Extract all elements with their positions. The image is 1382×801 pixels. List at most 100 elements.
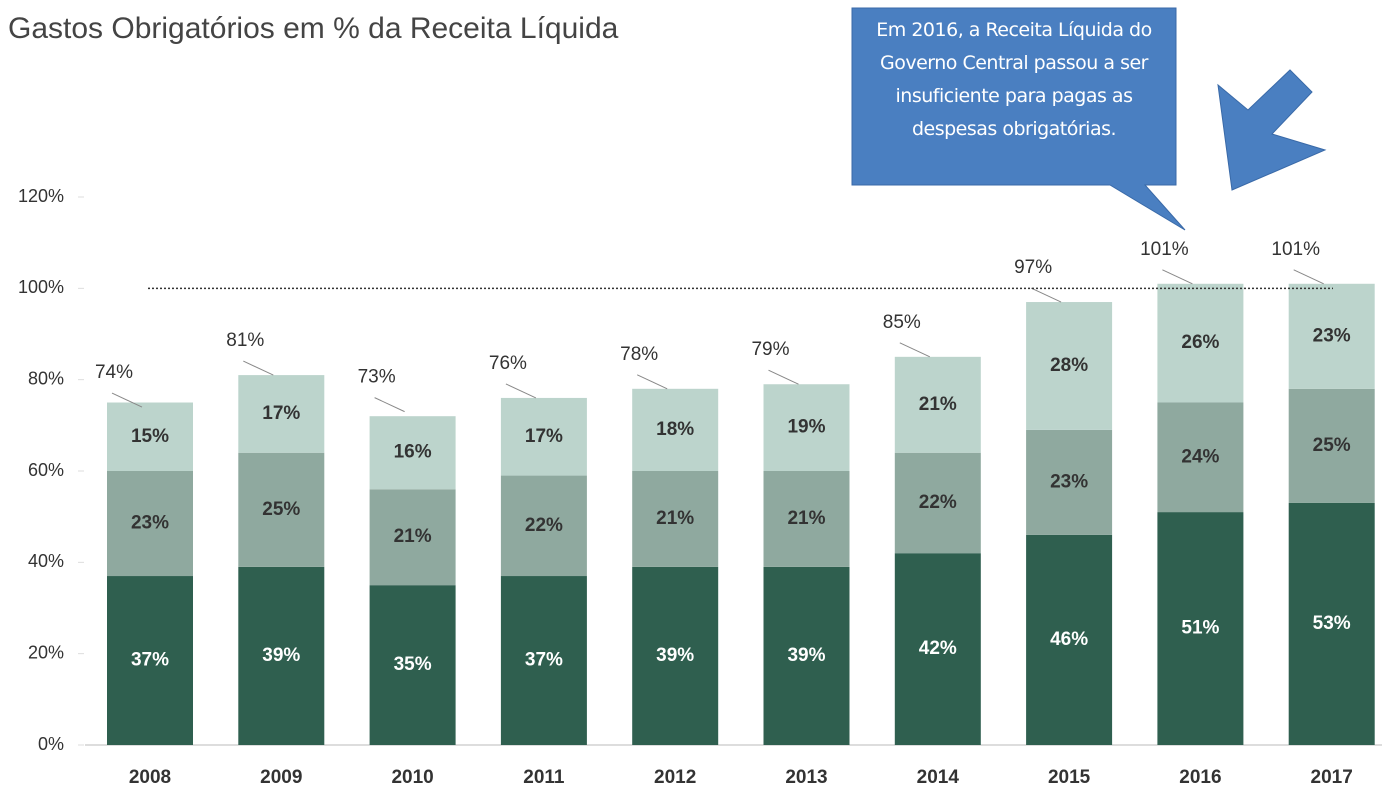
value-label: 21% <box>787 508 825 529</box>
x-tick-label: 2009 <box>260 767 302 788</box>
value-label: 21% <box>919 394 957 415</box>
bar-segment <box>763 471 850 567</box>
x-tick-label: 2010 <box>391 767 433 788</box>
y-tick-label: 60% <box>28 460 64 480</box>
bar-segment <box>632 388 719 471</box>
total-leader <box>243 360 274 376</box>
total-label: 85% <box>883 312 921 333</box>
value-label: 25% <box>262 499 300 520</box>
bar-segment <box>1288 388 1375 503</box>
bar-segment <box>632 566 719 745</box>
bar-segment <box>238 452 325 567</box>
bar-segment <box>238 375 325 453</box>
value-label: 18% <box>656 419 694 440</box>
bar-segment <box>1026 429 1113 535</box>
value-label: 19% <box>787 417 825 438</box>
chart-title: Gastos Obrigatórios em % da Receita Líqu… <box>8 12 619 45</box>
bar-segment <box>894 452 981 554</box>
total-label: 76% <box>489 353 527 374</box>
total-leader <box>768 369 799 385</box>
bar-segment <box>763 566 850 745</box>
bar-segment <box>1026 302 1113 430</box>
value-label: 23% <box>1050 471 1088 492</box>
x-tick-label: 2015 <box>1048 767 1091 788</box>
bar-segment <box>369 416 456 490</box>
y-tick-label: 40% <box>28 551 64 571</box>
x-tick-label: 2012 <box>654 767 696 788</box>
x-tick-label: 2011 <box>523 767 565 788</box>
value-label: 22% <box>919 492 957 513</box>
bar-segment <box>107 471 193 577</box>
value-label: 46% <box>1050 629 1088 650</box>
bar-segment <box>1157 402 1244 513</box>
bar-segment <box>632 471 719 567</box>
value-label: 35% <box>394 654 432 675</box>
y-tick-label: 20% <box>28 642 64 662</box>
arrow <box>1217 69 1327 191</box>
total-leader <box>1030 287 1062 303</box>
value-label: 17% <box>525 426 563 447</box>
value-label: 21% <box>656 508 694 529</box>
bar-segment <box>763 384 850 471</box>
total-leader <box>111 392 143 408</box>
callout-box <box>851 7 1186 231</box>
total-label: 73% <box>358 367 396 388</box>
bar-segment <box>894 356 981 453</box>
value-label: 25% <box>1313 435 1351 456</box>
value-label: 37% <box>525 650 563 671</box>
value-label: 15% <box>131 426 169 447</box>
value-label: 39% <box>787 645 825 666</box>
total-label: 101% <box>1271 239 1320 260</box>
annotation: Em 2016, a Receita Líquida do Governo Ce… <box>876 19 1152 140</box>
value-label: 42% <box>919 638 957 659</box>
bar-segment <box>369 585 456 745</box>
bar-segment <box>500 397 587 476</box>
y-tick-label: 80% <box>28 368 64 388</box>
value-label: 16% <box>394 442 432 463</box>
bar-segment <box>1288 283 1375 389</box>
total-label: 81% <box>226 330 264 351</box>
value-label: 21% <box>394 526 432 547</box>
total-leader <box>1162 269 1193 285</box>
value-label: 28% <box>1050 355 1088 376</box>
bar-segment <box>1026 534 1113 745</box>
value-label: 23% <box>131 513 169 534</box>
value-label: 53% <box>1313 613 1351 634</box>
total-leader <box>899 342 931 358</box>
total-label: 97% <box>1014 257 1052 278</box>
total-leader <box>505 383 537 399</box>
bar-segment <box>1157 512 1244 745</box>
total-leader <box>1293 269 1324 285</box>
bar-segment <box>107 402 193 471</box>
x-tick-label: 2013 <box>785 767 827 788</box>
total-leader <box>374 397 405 413</box>
x-tick-label: 2008 <box>129 767 171 788</box>
value-label: 37% <box>131 650 169 671</box>
total-label: 74% <box>95 362 133 383</box>
bar-segment <box>107 576 193 745</box>
x-tick-label: 2017 <box>1311 767 1353 788</box>
value-label: 39% <box>656 645 694 666</box>
x-tick-label: 2014 <box>917 767 960 788</box>
bar-segment <box>1157 283 1244 403</box>
value-label: 39% <box>262 645 300 666</box>
bar-segment <box>238 566 325 745</box>
bar-segment <box>500 475 587 577</box>
bar-segment <box>894 553 981 745</box>
value-label: 51% <box>1181 618 1219 639</box>
total-label: 101% <box>1140 239 1189 260</box>
value-label: 23% <box>1313 325 1351 346</box>
bar-segment <box>369 489 456 586</box>
y-tick-label: 100% <box>18 277 64 297</box>
value-label: 17% <box>262 403 300 424</box>
y-tick-label: 120% <box>18 186 64 206</box>
y-tick-label: 0% <box>38 734 64 754</box>
value-label: 26% <box>1181 332 1219 353</box>
value-label: 22% <box>525 515 563 536</box>
bar-segment <box>500 576 587 745</box>
value-label: 24% <box>1181 446 1219 467</box>
x-tick-label: 2016 <box>1179 767 1221 788</box>
total-label: 79% <box>751 339 789 360</box>
